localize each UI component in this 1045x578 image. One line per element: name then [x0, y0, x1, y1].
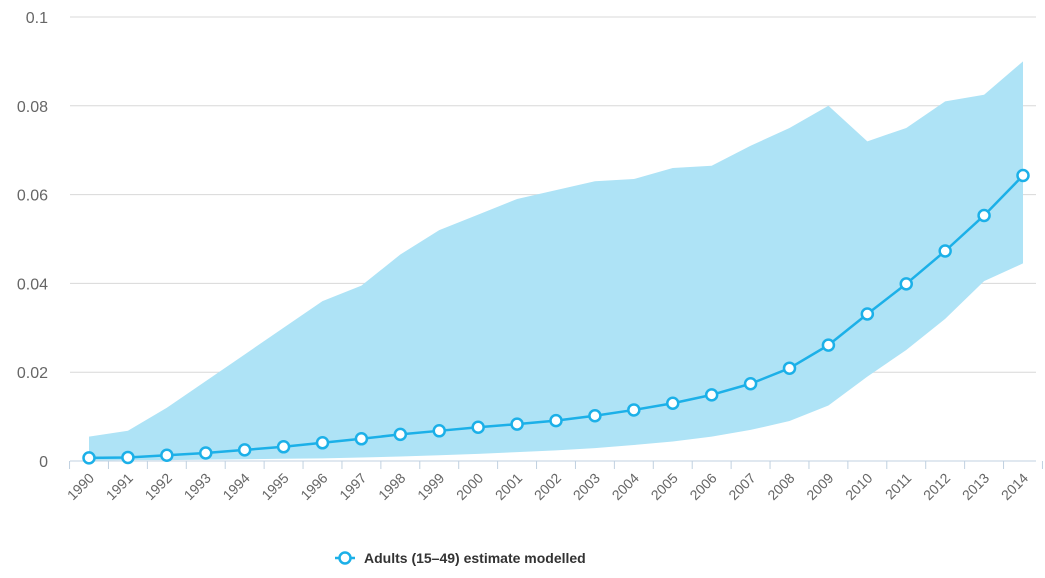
data-point[interactable] [160, 448, 174, 462]
data-point[interactable] [666, 396, 680, 411]
x-tick-label: 1998 [375, 470, 408, 503]
data-point[interactable] [704, 388, 719, 402]
x-axis [69, 460, 1043, 469]
data-point[interactable] [743, 376, 758, 391]
data-point[interactable] [977, 208, 991, 223]
data-point[interactable] [276, 440, 291, 454]
data-point[interactable] [471, 420, 485, 435]
data-point[interactable] [510, 417, 524, 431]
legend-circle-marker [338, 551, 352, 565]
x-tick-label: 2012 [920, 470, 953, 503]
x-tick-label: 2009 [803, 470, 836, 503]
data-point[interactable] [393, 427, 408, 442]
x-axis-tick-labels: 1990 1991 1992 1993 1994 1995 1996 1997 1998 1999… [64, 470, 1031, 503]
data-point[interactable] [899, 277, 913, 291]
x-tick-label: 2013 [959, 470, 992, 503]
legend[interactable]: Adults (15–49) estimate modelled [335, 550, 586, 566]
y-tick-label: 0.02 [17, 365, 48, 382]
data-point[interactable] [237, 443, 252, 457]
data-point[interactable] [432, 424, 446, 438]
data-point[interactable] [82, 451, 96, 465]
x-tick-label: 2003 [570, 470, 603, 503]
x-tick-label: 1996 [297, 470, 330, 503]
x-tick-label: 1993 [181, 470, 214, 503]
data-point[interactable] [860, 307, 875, 321]
data-point[interactable] [315, 436, 330, 450]
data-point[interactable] [354, 432, 369, 446]
data-point[interactable] [549, 413, 563, 428]
data-point[interactable] [121, 450, 135, 465]
y-axis-tick-labels: 0 0.02 0.04 0.06 0.08 0.1 [17, 10, 48, 471]
data-point[interactable] [821, 338, 836, 352]
y-tick-label: 0.06 [17, 188, 48, 205]
data-point[interactable] [938, 244, 952, 258]
data-point[interactable] [588, 408, 602, 423]
data-point[interactable] [1016, 168, 1030, 183]
x-tick-label: 2002 [531, 470, 564, 503]
x-tick-label: 1997 [336, 470, 369, 503]
y-tick-label: 0 [39, 454, 48, 471]
legend-label: Adults (15–49) estimate modelled [364, 550, 586, 566]
confidence-band [89, 61, 1023, 461]
x-tick-label: 2010 [842, 470, 875, 503]
x-tick-label: 2006 [686, 470, 719, 503]
x-tick-label: 2000 [453, 470, 486, 503]
x-tick-label: 2008 [764, 470, 797, 503]
x-tick-label: 2014 [998, 470, 1031, 503]
x-tick-label: 1991 [103, 470, 136, 503]
x-tick-label: 1995 [258, 470, 291, 503]
x-tick-label: 2007 [725, 470, 758, 503]
confidence-band-area [89, 61, 1023, 461]
x-tick-label: 2001 [492, 470, 525, 503]
x-tick-label: 1994 [219, 470, 252, 503]
x-tick-label: 1990 [64, 470, 97, 503]
data-point[interactable] [627, 403, 641, 417]
x-tick-label: 2004 [609, 470, 642, 503]
series-points [82, 168, 1030, 465]
y-tick-label: 0.04 [17, 276, 48, 293]
data-point[interactable] [782, 361, 797, 375]
y-tick-label: 0.08 [17, 99, 48, 116]
x-tick-label: 2005 [648, 470, 681, 503]
data-point[interactable] [199, 446, 213, 460]
x-tick-label: 1999 [414, 470, 447, 503]
y-tick-label: 0.1 [26, 10, 48, 27]
x-tick-label: 2011 [882, 470, 915, 503]
x-tick-label: 1992 [142, 470, 175, 503]
